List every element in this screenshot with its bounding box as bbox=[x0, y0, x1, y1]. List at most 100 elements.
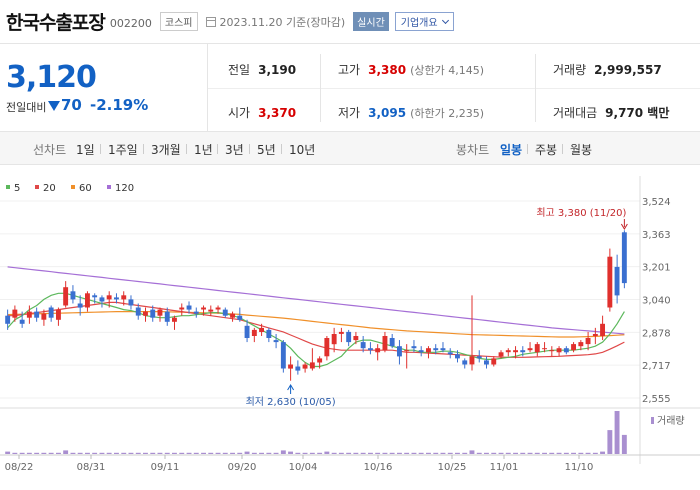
candle-body bbox=[114, 297, 119, 300]
candle-body bbox=[491, 358, 497, 365]
stats-col-divider bbox=[535, 54, 536, 122]
realtime-button[interactable]: 실시간 bbox=[353, 12, 389, 31]
candle-body bbox=[143, 311, 148, 316]
volume-legend-swatch bbox=[651, 417, 654, 424]
candle-body bbox=[607, 256, 613, 308]
volume-bar bbox=[172, 452, 177, 454]
volume-bar bbox=[150, 452, 156, 454]
trade-amount-label: 거래대금 bbox=[553, 106, 598, 120]
volume-bar bbox=[614, 411, 620, 454]
trade-amount: 거래대금 9,770 백만 bbox=[553, 104, 669, 121]
tab-monthly[interactable]: 월봉 bbox=[570, 143, 593, 157]
volume: 거래량 2,999,557 bbox=[553, 61, 662, 78]
prev-close: 전일 3,190 bbox=[228, 61, 296, 78]
volume-bar bbox=[164, 452, 170, 454]
stats-panel: 전일 3,190 고가 3,380 (상한가 4,145) 거래량 2,999,557 … bbox=[208, 44, 700, 132]
tab-3m[interactable]: 3개월 bbox=[151, 143, 181, 157]
low-price-label: 최저 2,630 (10/05) bbox=[246, 396, 336, 408]
volume-bar bbox=[179, 452, 185, 454]
volume-bar bbox=[382, 452, 388, 454]
tab-1y[interactable]: 1년 bbox=[194, 143, 213, 157]
candle-body bbox=[179, 307, 185, 310]
candle-body bbox=[520, 350, 526, 353]
candle-body bbox=[128, 299, 134, 306]
candle-body bbox=[193, 311, 199, 314]
candle-body bbox=[563, 348, 569, 353]
high-price-label: 최고 3,380 (11/20) bbox=[536, 207, 626, 219]
candle-body bbox=[440, 348, 446, 351]
tab-weekly[interactable]: 주봉 bbox=[535, 143, 558, 157]
legend-label-5: 5 bbox=[14, 183, 20, 194]
legend-swatch-120 bbox=[107, 185, 111, 189]
y-tick-label: 2,555 bbox=[642, 394, 671, 405]
candle-body bbox=[19, 319, 25, 324]
candle-body bbox=[266, 329, 272, 338]
candle-body bbox=[34, 311, 40, 318]
volume-bar bbox=[302, 452, 308, 454]
ma20-line bbox=[7, 301, 625, 358]
tab-10y[interactable]: 10년 bbox=[289, 143, 316, 157]
candle-body bbox=[397, 346, 402, 357]
volume-bar bbox=[26, 452, 32, 454]
day-high: 고가 3,380 (상한가 4,145) bbox=[338, 61, 484, 78]
volume-bar bbox=[440, 452, 446, 454]
candle-body bbox=[338, 331, 344, 334]
day-low-label: 저가 bbox=[338, 106, 361, 120]
volume-bar bbox=[230, 452, 235, 454]
volume-bar bbox=[99, 452, 105, 454]
x-tick-label: 10/25 bbox=[438, 462, 467, 473]
company-overview-label: 기업개요 bbox=[400, 18, 438, 29]
tab-1d[interactable]: 1일 bbox=[76, 143, 95, 157]
stock-name[interactable]: 한국수출포장 bbox=[6, 12, 106, 34]
candle-body bbox=[462, 360, 468, 365]
volume-bar bbox=[288, 451, 293, 454]
x-tick-label: 11/01 bbox=[490, 462, 519, 473]
candle-body bbox=[215, 307, 221, 310]
candle-body bbox=[12, 309, 18, 318]
candle-body bbox=[527, 348, 533, 351]
candle-body bbox=[578, 342, 584, 347]
candle-body bbox=[534, 344, 540, 353]
candle-body bbox=[382, 336, 388, 351]
volume-bar bbox=[389, 452, 395, 454]
tab-3y[interactable]: 3년 bbox=[225, 143, 244, 157]
candle-body bbox=[585, 338, 591, 345]
y-tick-label: 3,363 bbox=[642, 230, 671, 241]
tab-daily[interactable]: 일봉 bbox=[500, 143, 523, 157]
candle-body bbox=[302, 364, 308, 369]
candle-body bbox=[106, 295, 112, 300]
candle-body bbox=[26, 311, 32, 318]
candle-body bbox=[259, 327, 264, 332]
day-high-label: 고가 bbox=[338, 63, 361, 77]
tab-5y[interactable]: 5년 bbox=[257, 143, 276, 157]
volume-bar bbox=[404, 452, 410, 454]
upper-limit: (상한가 4,145) bbox=[410, 64, 484, 77]
volume-bar bbox=[85, 452, 90, 454]
candle-body bbox=[324, 338, 330, 357]
tab-separator bbox=[186, 144, 187, 154]
volume-bar bbox=[433, 452, 439, 454]
volume-bar bbox=[135, 452, 141, 454]
price-change: 70 bbox=[61, 96, 82, 114]
volume-bar bbox=[77, 452, 83, 454]
candle-body bbox=[164, 311, 170, 322]
volume-bar bbox=[92, 452, 98, 454]
volume-bar bbox=[484, 452, 489, 454]
open-price-label: 시가 bbox=[228, 106, 251, 120]
volume-bar bbox=[469, 450, 475, 454]
candle-body bbox=[484, 360, 489, 365]
candlestick-chart[interactable]: 5 20 60 120 최고 3,380 (11/20) 최저 2,630 (10/05… bbox=[0, 176, 700, 490]
volume-bar bbox=[360, 452, 366, 454]
company-overview-button[interactable]: 기업개요 bbox=[394, 12, 454, 31]
y-tick-label: 2,717 bbox=[642, 361, 671, 372]
tab-1w[interactable]: 1주일 bbox=[108, 143, 138, 157]
volume-bar bbox=[208, 452, 214, 454]
candle-body bbox=[418, 350, 424, 353]
legend-label-120: 120 bbox=[115, 183, 134, 194]
candle-body bbox=[99, 297, 105, 302]
volume-bar bbox=[556, 452, 562, 454]
volume-bar bbox=[259, 452, 264, 454]
volume-bar bbox=[237, 452, 243, 454]
volume-bar bbox=[244, 451, 250, 454]
